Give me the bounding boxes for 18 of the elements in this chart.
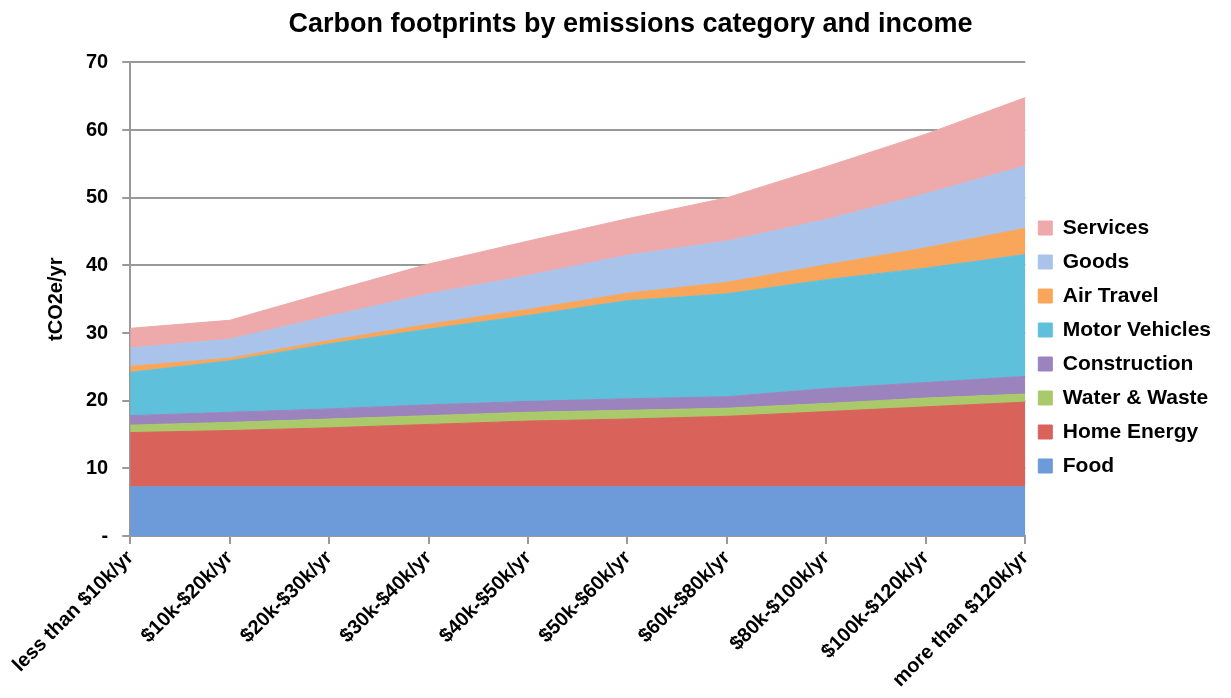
legend-label: Services bbox=[1062, 214, 1150, 238]
legend-label: Motor Vehicles bbox=[1062, 316, 1212, 340]
legend-label: Construction bbox=[1062, 350, 1194, 374]
legend-label: Water & Waste bbox=[1062, 384, 1209, 408]
y-tick-label: 70 bbox=[86, 49, 109, 72]
legend-label: Air Travel bbox=[1062, 282, 1159, 306]
y-tick-label: - bbox=[101, 523, 109, 546]
y-tick-label: 50 bbox=[86, 185, 109, 208]
legend-label: Home Energy bbox=[1062, 418, 1199, 442]
y-tick-label: 40 bbox=[86, 252, 109, 275]
y-tick-label: 30 bbox=[86, 320, 109, 343]
y-axis-title: tCO2e/yr bbox=[43, 257, 66, 341]
y-tick-label: 60 bbox=[86, 117, 109, 140]
y-tick-label: 10 bbox=[86, 455, 109, 478]
chart-title: Carbon footprints by emissions category and income bbox=[288, 7, 973, 38]
legend-label: Food bbox=[1062, 452, 1115, 476]
legend-label: Goods bbox=[1062, 248, 1130, 272]
y-tick-label: 20 bbox=[86, 388, 109, 411]
